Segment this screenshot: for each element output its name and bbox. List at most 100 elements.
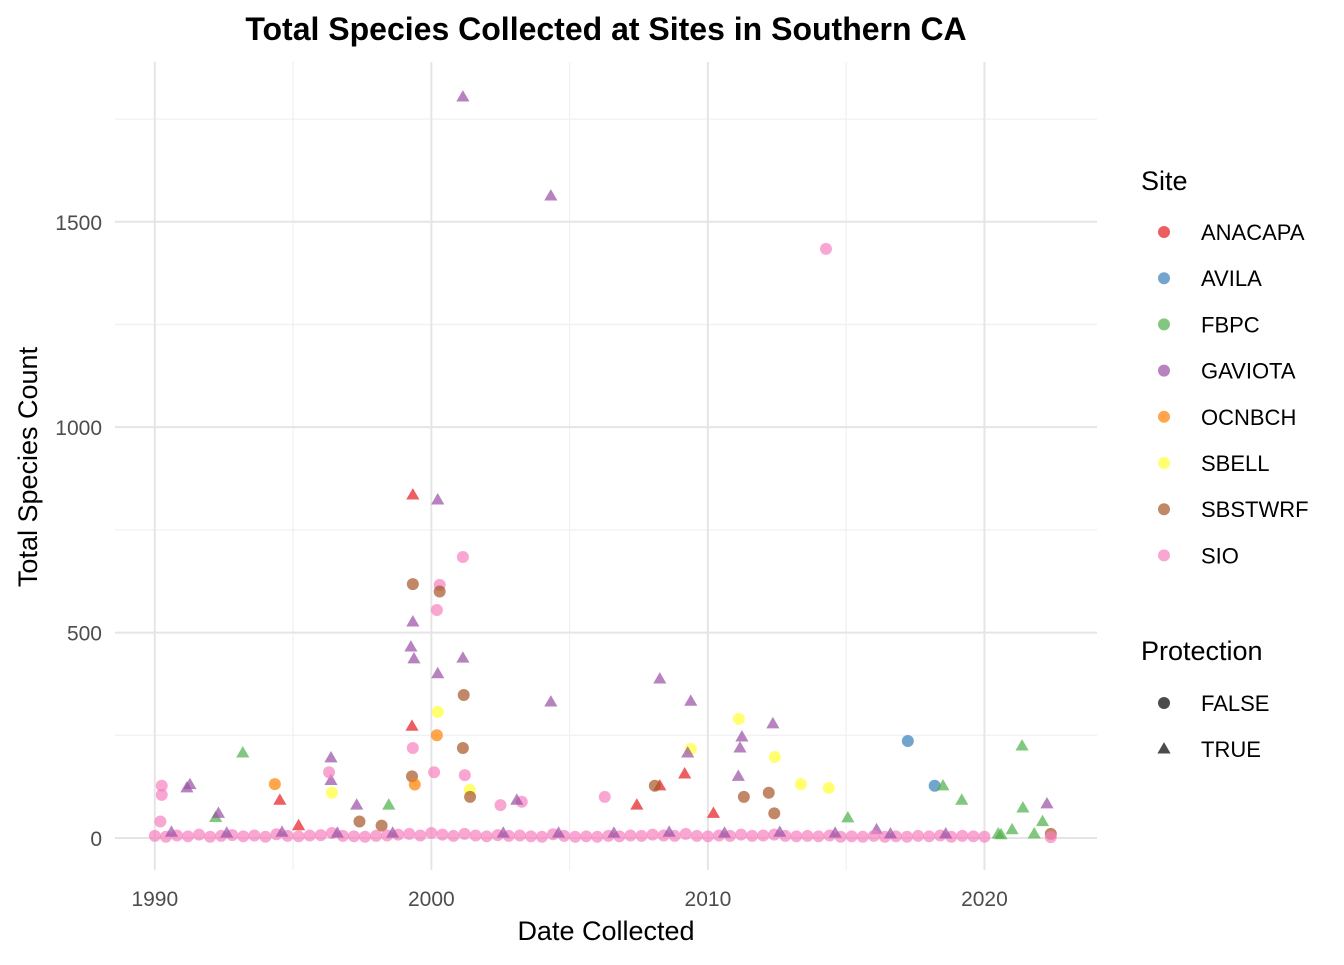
data-point-fbpc-true [1005,822,1019,835]
data-point-gaviota-true [510,793,524,805]
data-point-sbell-false [325,786,338,799]
data-point-gaviota-true [431,493,445,505]
data-point-sio-false [358,830,371,843]
data-point-sio-false [819,242,832,255]
data-point-gaviota-true [773,825,787,837]
x-axis-label: Date Collected [517,916,694,946]
data-point-sio-false [569,830,582,843]
data-point-gaviota-true [386,826,400,838]
data-point-sio-false [428,766,441,779]
x-tick-label: 1990 [131,888,178,911]
legend-key-avila [1158,272,1170,285]
legend-label-gaviota: GAVIOTA [1201,359,1296,384]
data-point-sio-false [635,829,648,842]
data-point-gaviota-true [407,652,421,664]
chart-title: Total Species Collected at Sites in Sout… [245,11,966,47]
x-tick-label: 2000 [408,888,455,911]
data-point-sio-false [978,830,991,843]
data-point-fbpc-true [841,810,855,823]
legend-site: Site ANACAPA AVILA FBPC GAVIOTA OCNBCH SBELL S… [1141,166,1309,568]
data-point-sio-false [1044,831,1057,844]
data-point-sbell-false [822,781,835,794]
data-point-sio-false [845,830,858,843]
data-point-sio-false [912,829,925,842]
legend-key-ocnbch [1158,410,1170,423]
data-point-fbpc-true [1035,814,1050,827]
legend-label-ocnbch: OCNBCH [1201,405,1296,430]
data-point-sio-false [323,766,336,779]
y-axis-ticks: 0 500 1000 1500 [55,212,102,851]
legend-key-sbstwrf [1158,503,1170,516]
data-point-fbpc-true [1015,739,1029,751]
data-point-sio-false [458,769,471,782]
data-point-gaviota-true [653,672,667,684]
data-point-sio-false [469,829,482,842]
data-point-sio-false [494,799,507,812]
data-point-anacapa-true [630,798,644,810]
data-point-sio-false [414,829,427,842]
data-point-sbstwrf-false [406,578,419,591]
data-point-sio-false [425,827,438,840]
data-point-gaviota-true [684,694,698,706]
data-point-gaviota-true [828,826,842,838]
data-point-sio-false [248,829,261,842]
data-point-gaviota-true [496,826,510,838]
data-point-sio-false [701,830,714,843]
data-point-gaviota-true [211,806,226,818]
data-point-anacapa-true [292,818,306,831]
data-point-gaviota-true [733,741,747,753]
grid [115,62,1097,870]
data-points [148,90,1057,844]
legend-key-sbell [1158,457,1170,469]
data-point-anacapa-true [706,806,721,818]
data-point-sio-false [690,829,703,842]
data-point-sio-false [535,830,548,843]
data-point-sio-false [480,830,493,843]
data-point-sio-false [967,830,980,843]
data-point-sio-false [458,827,471,840]
data-point-sbstwrf-false [457,689,470,702]
x-tick-label: 2010 [685,888,732,911]
data-point-sio-false [154,815,167,828]
data-point-gaviota-true [456,90,470,102]
data-point-fbpc-true [1027,827,1041,839]
legend-site-title: Site [1141,166,1188,196]
data-point-sbstwrf-false [375,819,388,832]
data-point-anacapa-true [405,719,419,731]
data-point-sio-false [314,829,327,842]
y-tick-label: 1500 [55,212,102,235]
legend-key-fbpc [1158,318,1170,331]
data-point-gaviota-true [275,825,289,837]
data-point-anacapa-true [678,767,692,779]
data-point-sio-false [923,830,936,843]
data-point-sio-false [347,830,360,843]
y-axis-label: Total Species Count [13,346,43,587]
data-point-fbpc-true [994,827,1008,840]
data-point-sio-false [812,830,825,843]
data-point-sbell-false [732,712,745,725]
legend-key-gaviota [1158,364,1170,377]
data-point-sbstwrf-false [648,779,661,792]
data-point-sio-false [292,830,305,843]
data-point-sbstwrf-false [737,790,750,803]
legend-key-true [1157,742,1171,754]
data-point-sio-false [746,829,759,842]
data-point-sbstwrf-false [353,815,366,828]
legend-label-sbstwrf: SBSTWRF [1201,497,1309,522]
y-tick-label: 500 [67,623,102,646]
legend-key-anacapa [1158,226,1170,238]
data-point-gaviota-true [324,773,338,786]
data-point-sio-false [148,829,161,842]
data-point-gaviota-true [1040,797,1054,809]
data-point-gaviota-true [766,716,780,729]
data-point-sbstwrf-false [762,786,775,799]
data-point-anacapa-true [273,793,287,805]
data-point-ocnbch-false [408,778,421,791]
data-point-sbstwrf-false [456,741,469,754]
data-point-sio-false [867,829,880,842]
data-point-sbell-false [768,751,781,764]
data-point-sio-false [155,779,168,792]
data-point-gaviota-true [406,615,420,627]
legend-protection: Protection FALSE TRUE [1141,636,1269,762]
